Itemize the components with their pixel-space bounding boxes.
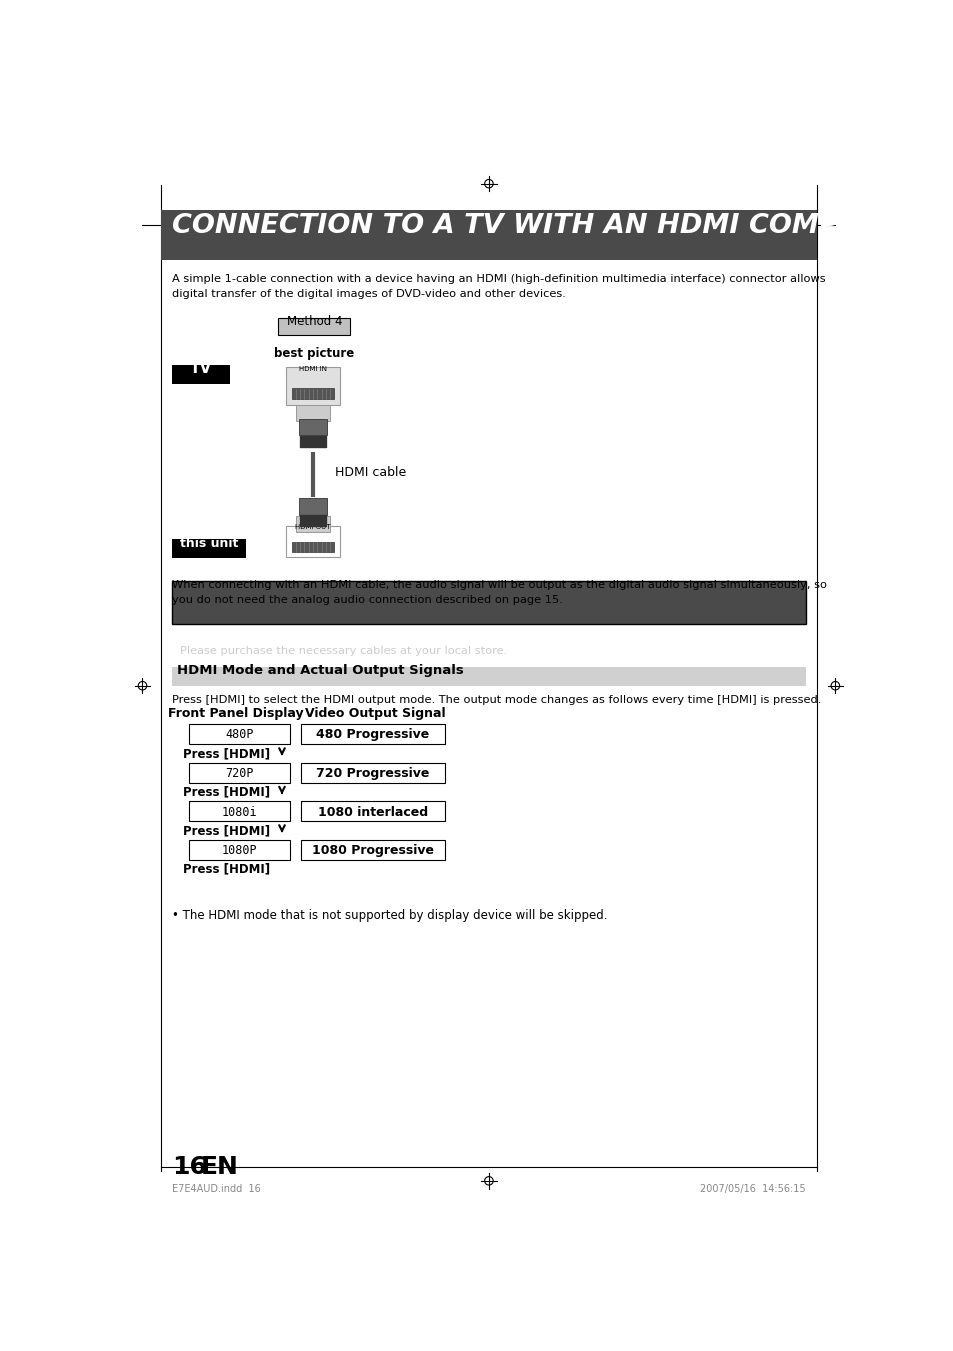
Bar bbox=[298, 419, 327, 435]
Bar bbox=[295, 516, 330, 532]
Bar bbox=[286, 367, 340, 405]
Bar bbox=[172, 667, 805, 686]
Text: HDMI IN: HDMI IN bbox=[298, 366, 327, 372]
Bar bbox=[292, 542, 334, 551]
Text: Cables not included.: Cables not included. bbox=[179, 632, 311, 643]
Bar bbox=[301, 840, 444, 859]
Text: 1080i: 1080i bbox=[221, 805, 257, 819]
Text: • The HDMI mode that is not supported by display device will be skipped.: • The HDMI mode that is not supported by… bbox=[172, 909, 607, 921]
Bar bbox=[172, 539, 245, 558]
Text: Press [HDMI]: Press [HDMI] bbox=[183, 824, 270, 838]
Bar bbox=[278, 319, 350, 335]
Text: Front Panel Display: Front Panel Display bbox=[168, 707, 303, 720]
Text: this unit: this unit bbox=[180, 538, 238, 550]
Text: 1080 Progressive: 1080 Progressive bbox=[312, 844, 434, 857]
Bar bbox=[189, 801, 290, 821]
Text: best picture: best picture bbox=[274, 347, 355, 359]
Text: EN: EN bbox=[200, 1155, 238, 1178]
Text: 16: 16 bbox=[172, 1155, 207, 1178]
Text: HDMI OUT: HDMI OUT bbox=[294, 524, 331, 530]
Text: Video Output Signal: Video Output Signal bbox=[304, 707, 445, 720]
Text: Press [HDMI]: Press [HDMI] bbox=[183, 747, 270, 761]
Text: Press [HDMI] to select the HDMI output mode. The output mode changes as follows : Press [HDMI] to select the HDMI output m… bbox=[172, 694, 821, 705]
Text: HDMI Mode and Actual Output Signals: HDMI Mode and Actual Output Signals bbox=[177, 665, 464, 677]
Text: Press [HDMI]: Press [HDMI] bbox=[183, 785, 270, 798]
Text: 720P: 720P bbox=[225, 767, 253, 780]
Bar bbox=[161, 209, 816, 259]
Text: 480P: 480P bbox=[225, 728, 253, 742]
Text: Method 4: Method 4 bbox=[287, 315, 342, 328]
Bar bbox=[301, 724, 444, 744]
Bar bbox=[301, 763, 444, 782]
Bar bbox=[295, 405, 330, 422]
Text: A simple 1-cable connection with a device having an HDMI (high-definition multim: A simple 1-cable connection with a devic… bbox=[172, 274, 824, 299]
Bar bbox=[172, 365, 230, 384]
Text: TV: TV bbox=[190, 361, 213, 376]
Bar bbox=[189, 840, 290, 859]
Bar bbox=[286, 527, 340, 557]
Text: HDMI cable: HDMI cable bbox=[335, 466, 406, 480]
Text: 720 Progressive: 720 Progressive bbox=[316, 767, 429, 780]
Text: 1080 interlaced: 1080 interlaced bbox=[317, 805, 428, 819]
Bar bbox=[189, 724, 290, 744]
Text: 1080P: 1080P bbox=[221, 844, 257, 857]
Text: E7E4AUD.indd  16: E7E4AUD.indd 16 bbox=[172, 1183, 260, 1194]
Bar bbox=[298, 497, 327, 515]
Text: Please purchase the necessary cables at your local store.: Please purchase the necessary cables at … bbox=[179, 646, 506, 657]
Text: CONNECTION TO A TV WITH AN HDMI COMPATIBLE PORT: CONNECTION TO A TV WITH AN HDMI COMPATIB… bbox=[172, 213, 953, 239]
Text: When connecting with an HDMI cable, the audio signal will be output as the digit: When connecting with an HDMI cable, the … bbox=[172, 580, 826, 605]
Text: 2007/05/16  14:56:15: 2007/05/16 14:56:15 bbox=[700, 1183, 805, 1194]
Bar bbox=[292, 389, 334, 400]
Text: Press [HDMI]: Press [HDMI] bbox=[183, 862, 270, 875]
Bar bbox=[172, 581, 805, 624]
Bar bbox=[189, 763, 290, 782]
Bar bbox=[301, 801, 444, 821]
Text: 480 Progressive: 480 Progressive bbox=[316, 728, 429, 742]
